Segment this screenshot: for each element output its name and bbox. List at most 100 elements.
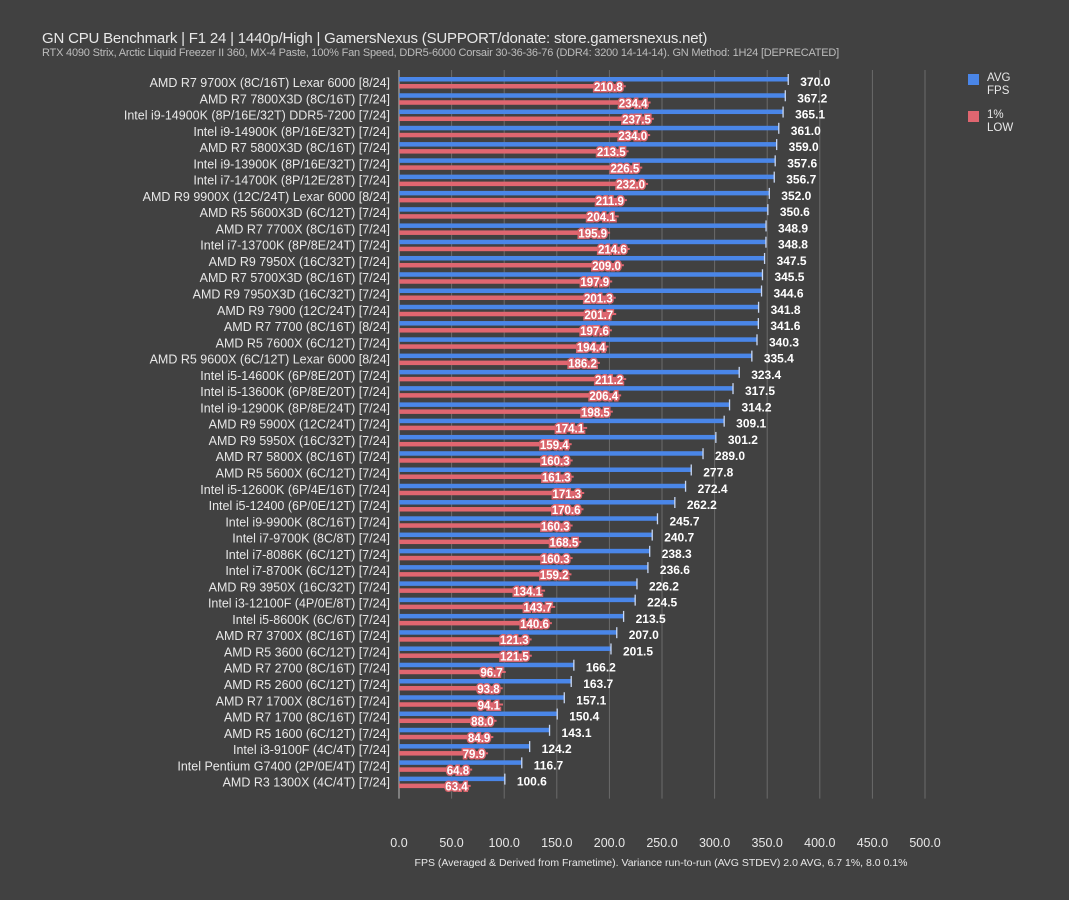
low-value-label: 197.9: [580, 277, 609, 289]
avg-value-label: 352.0: [781, 189, 811, 203]
category-label: AMD R9 5950X (16C/32T) [7/24]: [209, 434, 390, 448]
low-fps-bar: [399, 279, 608, 284]
low-fps-bar: [399, 165, 638, 170]
low-value-label: 204.1: [587, 212, 616, 224]
x-tick-label: 500.0: [909, 836, 940, 850]
category-label: AMD R7 7800X3D (8C/16T) [7/24]: [200, 92, 390, 106]
low-fps-bar: [399, 425, 583, 431]
avg-value-label: 341.6: [770, 319, 800, 333]
legend-swatch-avg: [968, 74, 979, 85]
avg-value-label: 207.0: [629, 628, 659, 642]
category-label: AMD R5 3600 (6C/12T) [7/24]: [224, 645, 390, 659]
x-tick-label: 400.0: [804, 836, 835, 850]
avg-value-label: 356.7: [786, 173, 816, 187]
low-value-label: 237.5: [622, 115, 651, 127]
low-value-label: 140.6: [520, 619, 549, 631]
low-fps-bar: [399, 718, 492, 724]
low-value-label: 194.4: [577, 342, 606, 354]
low-fps-bar: [399, 262, 619, 268]
labels: 0.0 50.0 100.0 150.0 200.0 250.0 300.0 350.0 400…: [124, 75, 941, 850]
avg-value-label: 100.6: [517, 775, 547, 789]
avg-value-label: 365.1: [795, 108, 825, 122]
low-value-label: 170.6: [552, 505, 581, 517]
bars: [399, 74, 789, 789]
low-value-label: 214.6: [598, 245, 627, 257]
avg-value-label: 236.6: [660, 563, 690, 577]
avg-fps-bar: [399, 255, 765, 261]
avg-value-label: 163.7: [583, 677, 613, 691]
avg-value-label: 348.8: [778, 238, 808, 252]
low-value-label: 213.5: [597, 147, 626, 159]
avg-value-label: 262.2: [687, 498, 717, 512]
avg-fps-bar: [399, 207, 768, 212]
low-value-label: 186.2: [568, 359, 597, 371]
avg-value-label: 335.4: [764, 352, 794, 366]
avg-value-label: 277.8: [703, 465, 733, 479]
category-label: AMD R3 1300X (4C/4T) [7/24]: [223, 776, 390, 790]
low-fps-bar: [399, 751, 484, 756]
low-value-label: 161.3: [542, 472, 571, 484]
category-label: AMD R7 5700X3D (8C/16T) [7/24]: [200, 271, 390, 285]
avg-fps-bar: [399, 630, 617, 635]
avg-fps-bar: [399, 223, 767, 228]
low-value-label: 121.5: [500, 651, 529, 663]
category-label: AMD R7 3700X (8C/16T) [7/24]: [216, 629, 390, 643]
low-fps-bar: [399, 393, 617, 398]
x-tick-label: 50.0: [439, 836, 463, 850]
low-value-label: 134.1: [513, 586, 542, 598]
avg-fps-bar: [399, 581, 637, 586]
legend-label-line2: FPS: [987, 85, 1010, 97]
low-value-label: 209.0: [592, 261, 621, 273]
avg-fps-bar: [399, 93, 786, 98]
category-label: Intel i3-12100F (4P/0E/8T) [7/24]: [208, 597, 390, 611]
low-fps-bar: [399, 149, 624, 154]
low-fps-bar: [399, 458, 568, 463]
category-label: Intel i7-13700K (8P/8E/24T) [7/24]: [200, 239, 390, 253]
legend-swatch-low: [968, 111, 979, 122]
avg-fps-bar: [399, 532, 653, 538]
low-value-label: 195.9: [578, 228, 607, 240]
low-fps-bar: [399, 84, 621, 89]
avg-fps-bar: [399, 142, 777, 147]
low-value-label: 63.4: [445, 782, 468, 794]
low-fps-bar: [399, 246, 625, 252]
avg-value-label: 348.9: [778, 221, 808, 235]
low-fps-bar: [399, 637, 527, 642]
low-fps-bar: [399, 376, 622, 382]
low-value-label: 168.5: [549, 538, 578, 550]
avg-value-label: 226.2: [649, 579, 679, 593]
avg-fps-bar: [399, 467, 692, 472]
low-value-label: 96.7: [480, 668, 502, 680]
avg-value-label: 345.5: [774, 270, 804, 284]
avg-fps-bar: [399, 678, 572, 684]
x-tick-label: 100.0: [489, 836, 520, 850]
category-label: AMD R5 1600 (6C/12T) [7/24]: [224, 727, 390, 741]
category-label: AMD R5 2600 (6C/12T) [7/24]: [224, 678, 390, 692]
avg-fps-bar: [399, 744, 530, 749]
avg-value-label: 323.4: [751, 368, 781, 382]
low-value-label: 234.0: [618, 131, 647, 143]
avg-value-label: 124.2: [542, 742, 572, 756]
avg-fps-bar: [399, 190, 770, 196]
low-fps-bar: [399, 767, 468, 772]
low-fps-bar: [399, 116, 649, 122]
avg-value-label: 240.7: [664, 531, 694, 545]
avg-fps-bar: [399, 337, 757, 342]
avg-fps-bar: [399, 174, 775, 180]
category-label: Intel i9-9900K (8C/16T) [7/24]: [225, 515, 390, 529]
avg-value-label: 238.3: [662, 547, 692, 561]
avg-value-label: 213.5: [636, 612, 666, 626]
avg-fps-bar: [399, 109, 784, 115]
low-value-label: 121.3: [500, 635, 529, 647]
avg-fps-bar: [399, 418, 725, 424]
low-value-label: 94.1: [478, 700, 501, 712]
low-value-label: 159.4: [540, 440, 569, 452]
avg-value-label: 344.6: [774, 287, 804, 301]
avg-fps-bar: [399, 613, 624, 619]
avg-value-label: 272.4: [698, 482, 728, 496]
avg-fps-bar: [399, 369, 740, 375]
low-fps-bar: [399, 539, 577, 545]
category-label: Intel Pentium G7400 (2P/0E/4T) [7/24]: [177, 759, 390, 773]
avg-fps-bar: [399, 760, 522, 765]
chart-title: GN CPU Benchmark | F1 24 | 1440p/High | …: [42, 30, 708, 47]
